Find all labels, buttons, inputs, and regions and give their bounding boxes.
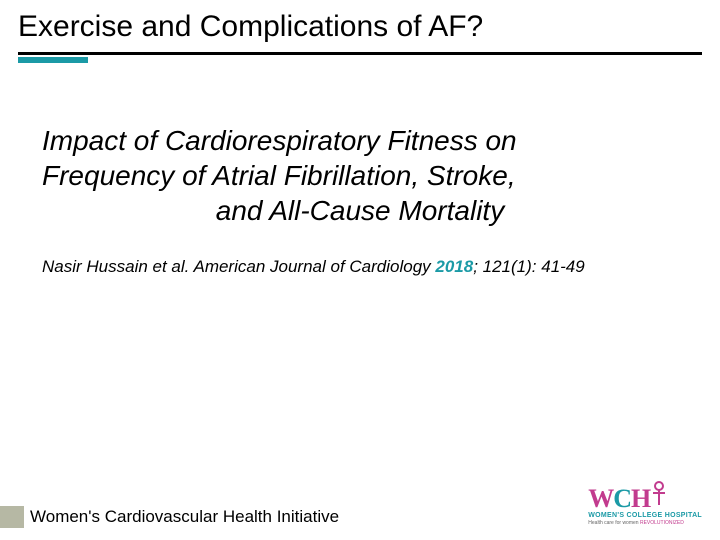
citation-year: 2018 <box>435 257 473 276</box>
logo-letter-w: W <box>588 484 613 514</box>
footer: Women's Cardiovascular Health Initiative <box>0 506 339 528</box>
footer-color-block <box>0 506 24 528</box>
logo-tag-prefix: Health care for women <box>588 520 640 526</box>
citation: Nasir Hussain et al. American Journal of… <box>42 256 678 278</box>
title-underline <box>18 52 702 55</box>
subtitle-line1: Impact of Cardiorespiratory Fitness on <box>42 125 517 156</box>
logo-tag-rev: REVOLUTIONIZED <box>640 520 684 526</box>
ankh-icon <box>652 481 666 512</box>
slide: Exercise and Complications of AF? Impact… <box>0 0 720 540</box>
body-area: Impact of Cardiorespiratory Fitness on F… <box>0 63 720 278</box>
logo-subtext: WOMEN'S COLLEGE HOSPITAL <box>588 512 702 519</box>
subtitle: Impact of Cardiorespiratory Fitness on F… <box>42 123 678 228</box>
title-area: Exercise and Complications of AF? <box>0 0 720 44</box>
slide-title: Exercise and Complications of AF? <box>18 10 702 44</box>
logo-mark: WCH <box>588 483 666 514</box>
logo-tagline: Health care for women REVOLUTIONIZED <box>588 520 684 526</box>
logo-letter-h: H <box>631 484 650 514</box>
citation-suffix: ; 121(1): 41-49 <box>473 257 585 276</box>
citation-prefix: Nasir Hussain et al. American Journal of… <box>42 257 435 276</box>
wch-logo: WCH WOMEN'S COLLEGE HOSPITAL Health care… <box>588 483 702 526</box>
subtitle-line3: and All-Cause Mortality <box>42 193 678 228</box>
subtitle-line2: Frequency of Atrial Fibrillation, Stroke… <box>42 160 516 191</box>
footer-text: Women's Cardiovascular Health Initiative <box>30 507 339 527</box>
logo-letter-c: C <box>613 484 631 514</box>
